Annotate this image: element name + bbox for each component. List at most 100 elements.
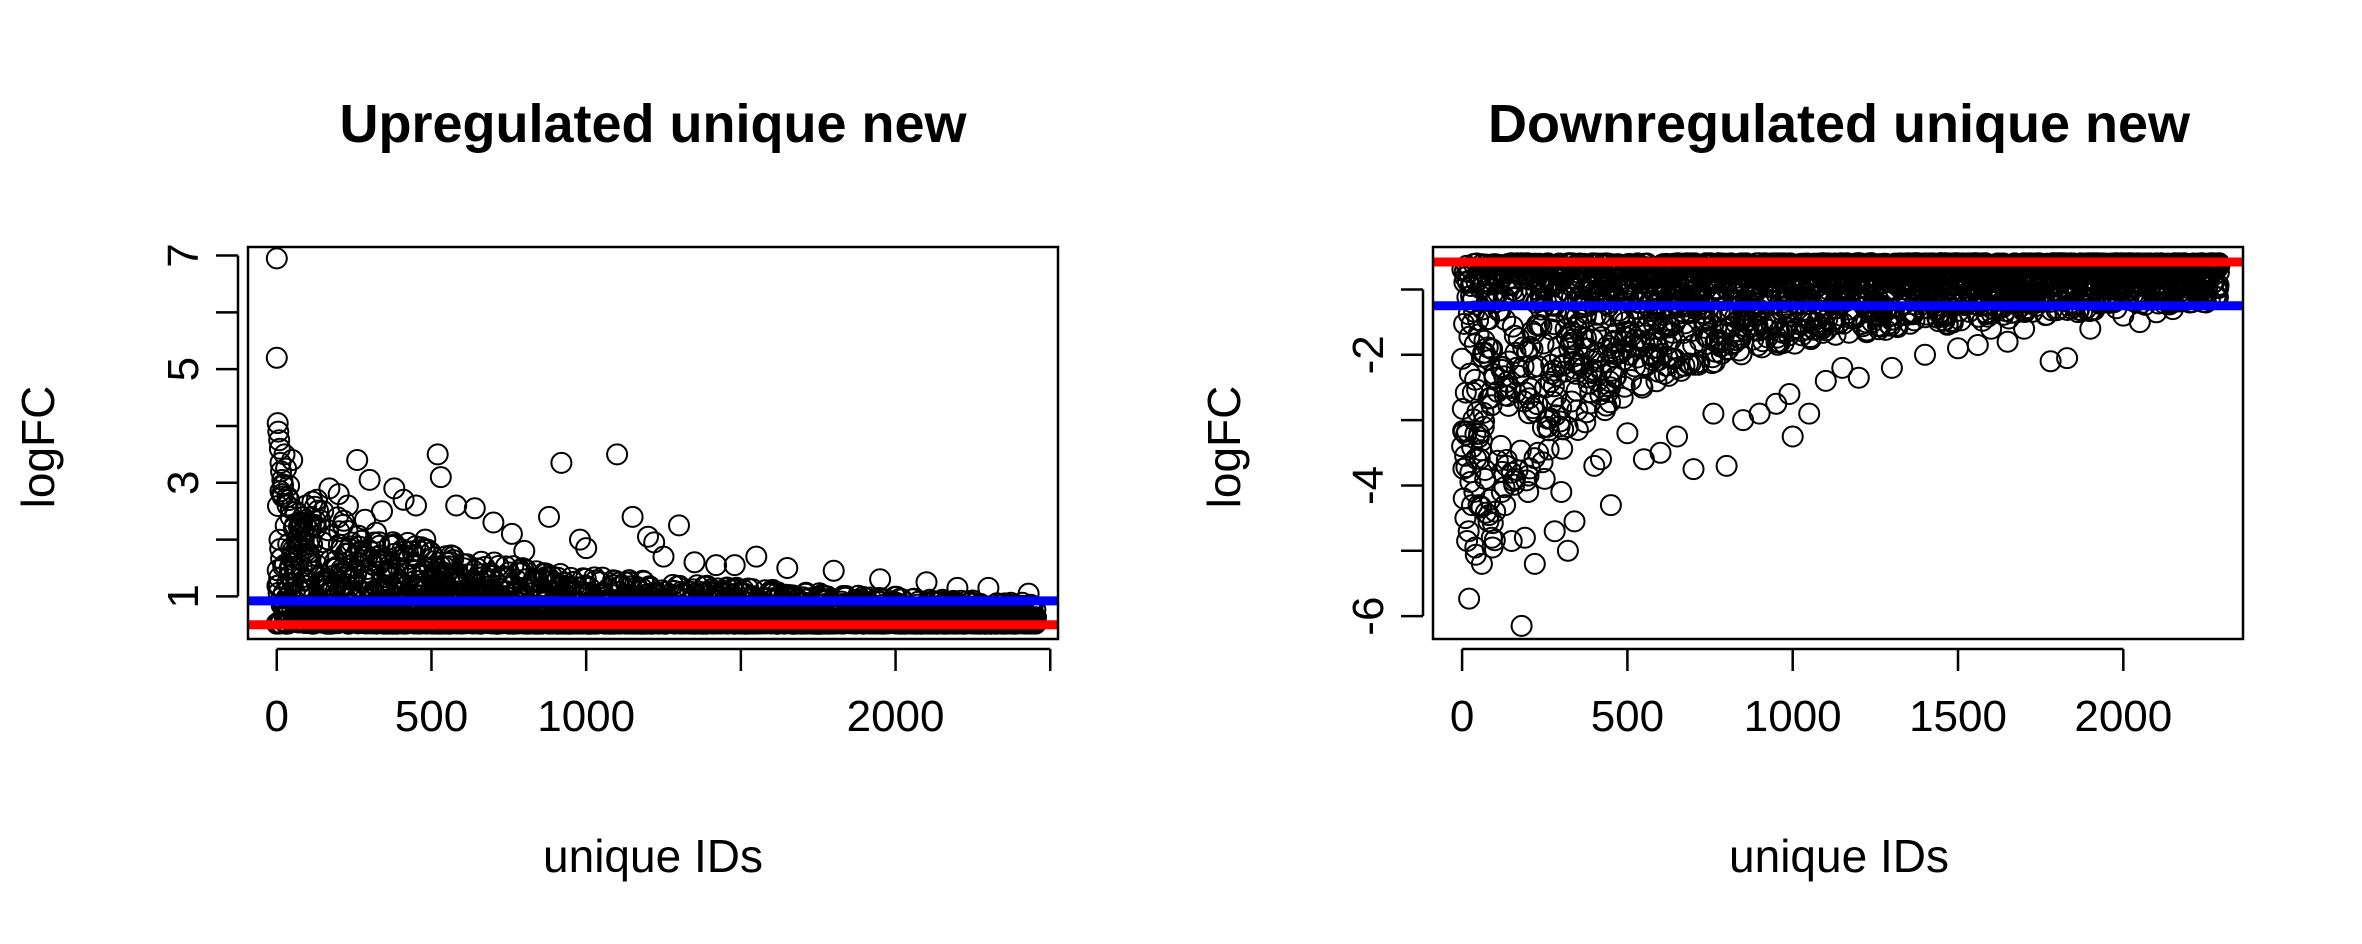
- data-point: [621, 505, 644, 528]
- data-point: [1947, 337, 1969, 360]
- data-point: [429, 466, 452, 489]
- data-point: [332, 509, 355, 532]
- data-point: [1474, 467, 1497, 490]
- data-point: [668, 514, 690, 537]
- data-point: [1563, 510, 1586, 533]
- data-point: [869, 568, 892, 591]
- data-point: [1459, 461, 1482, 484]
- y-tick-label: 3: [159, 471, 208, 495]
- data-point: [2056, 347, 2079, 370]
- data-point: [405, 494, 427, 517]
- reference-lines: [248, 596, 1058, 630]
- x-tick-label: 0: [1450, 692, 1474, 741]
- data-point: [500, 522, 523, 545]
- data-point: [1454, 507, 1477, 530]
- data-point: [1781, 425, 1804, 448]
- y-tick-label: -6: [1344, 597, 1393, 636]
- data-point: [1748, 402, 1771, 425]
- data-point: [1613, 375, 1636, 398]
- data-point: [336, 494, 359, 517]
- data-point: [1599, 494, 1622, 517]
- data-point: [2039, 350, 2062, 373]
- y-tick-label: -2: [1344, 335, 1393, 374]
- data-point: [278, 474, 301, 497]
- x-tick-label: 2000: [847, 692, 945, 741]
- data-point: [1765, 392, 1788, 415]
- data-point: [311, 531, 334, 554]
- data-point: [915, 571, 938, 594]
- y-tick-label: -4: [1344, 466, 1393, 505]
- data-point: [1574, 327, 1597, 350]
- data-point: [1533, 467, 1556, 490]
- data-point: [562, 570, 585, 593]
- data-point: [1566, 419, 1589, 441]
- x-tick-label: 0: [265, 692, 289, 741]
- chart-title: Upregulated unique new: [339, 94, 967, 154]
- reference-lines: [1433, 257, 2243, 311]
- x-tick-label: 1000: [537, 692, 635, 741]
- plot-frame: [246, 245, 1060, 641]
- panel-downregulated: Downregulated unique new unique IDs logF…: [1198, 94, 2245, 882]
- data-point: [1461, 494, 1483, 517]
- data-point: [1914, 343, 1936, 366]
- data-point: [1497, 394, 1520, 417]
- data-point: [637, 525, 659, 548]
- data-point: [1831, 356, 1854, 379]
- data-point: [1552, 418, 1575, 441]
- data-point: [1599, 391, 1621, 414]
- data-point: [652, 545, 675, 568]
- data-point: [1523, 552, 1546, 575]
- data-point: [1518, 387, 1541, 410]
- data-point: [282, 517, 305, 540]
- x-axis: 0 500 1000 2000: [265, 647, 1052, 741]
- data-point: [1505, 356, 1528, 379]
- data-point: [1824, 323, 1847, 346]
- data-point: [1456, 530, 1479, 552]
- data-point: [822, 559, 845, 582]
- data-point: [1645, 370, 1668, 393]
- data-point: [1521, 397, 1544, 420]
- data-point: [292, 520, 315, 543]
- data-point: [1519, 335, 1542, 358]
- scatter-points: [1451, 252, 2231, 637]
- data-point: [1688, 351, 1711, 374]
- data-point: [1527, 441, 1550, 464]
- data-point: [1616, 422, 1639, 445]
- data-point: [1504, 467, 1526, 490]
- data-point: [354, 508, 376, 531]
- data-point: [1451, 435, 1474, 458]
- data-point: [414, 528, 437, 551]
- data-point: [1631, 376, 1654, 399]
- data-point: [513, 539, 536, 562]
- data-point: [1778, 383, 1801, 405]
- data-point: [281, 449, 304, 471]
- data-point: [312, 500, 335, 523]
- data-point: [1021, 594, 1044, 617]
- data-point: [1996, 330, 2019, 353]
- data-point: [1472, 415, 1495, 438]
- data-point: [1550, 481, 1573, 503]
- data-point: [268, 437, 291, 460]
- data-point: [1783, 332, 1806, 355]
- data-point: [346, 449, 369, 471]
- data-point: [1798, 402, 1821, 425]
- data-point: [606, 443, 629, 466]
- data-point: [1551, 437, 1574, 460]
- data-point: [1481, 338, 1504, 361]
- data-point: [1500, 530, 1523, 552]
- x-tick-label: 1000: [1744, 692, 1842, 741]
- data-point: [1470, 496, 1493, 519]
- chart-title: Downregulated unique new: [1488, 94, 2191, 154]
- x-axis-label: unique IDs: [543, 830, 763, 882]
- data-point: [745, 545, 768, 568]
- data-point: [268, 429, 291, 452]
- data-point: [1517, 481, 1540, 503]
- data-point: [463, 497, 486, 520]
- data-point: [426, 443, 449, 466]
- data-point: [371, 500, 393, 523]
- data-point: [705, 554, 728, 577]
- data-point: [1590, 448, 1612, 471]
- data-point: [776, 557, 799, 579]
- data-point: [1620, 369, 1642, 391]
